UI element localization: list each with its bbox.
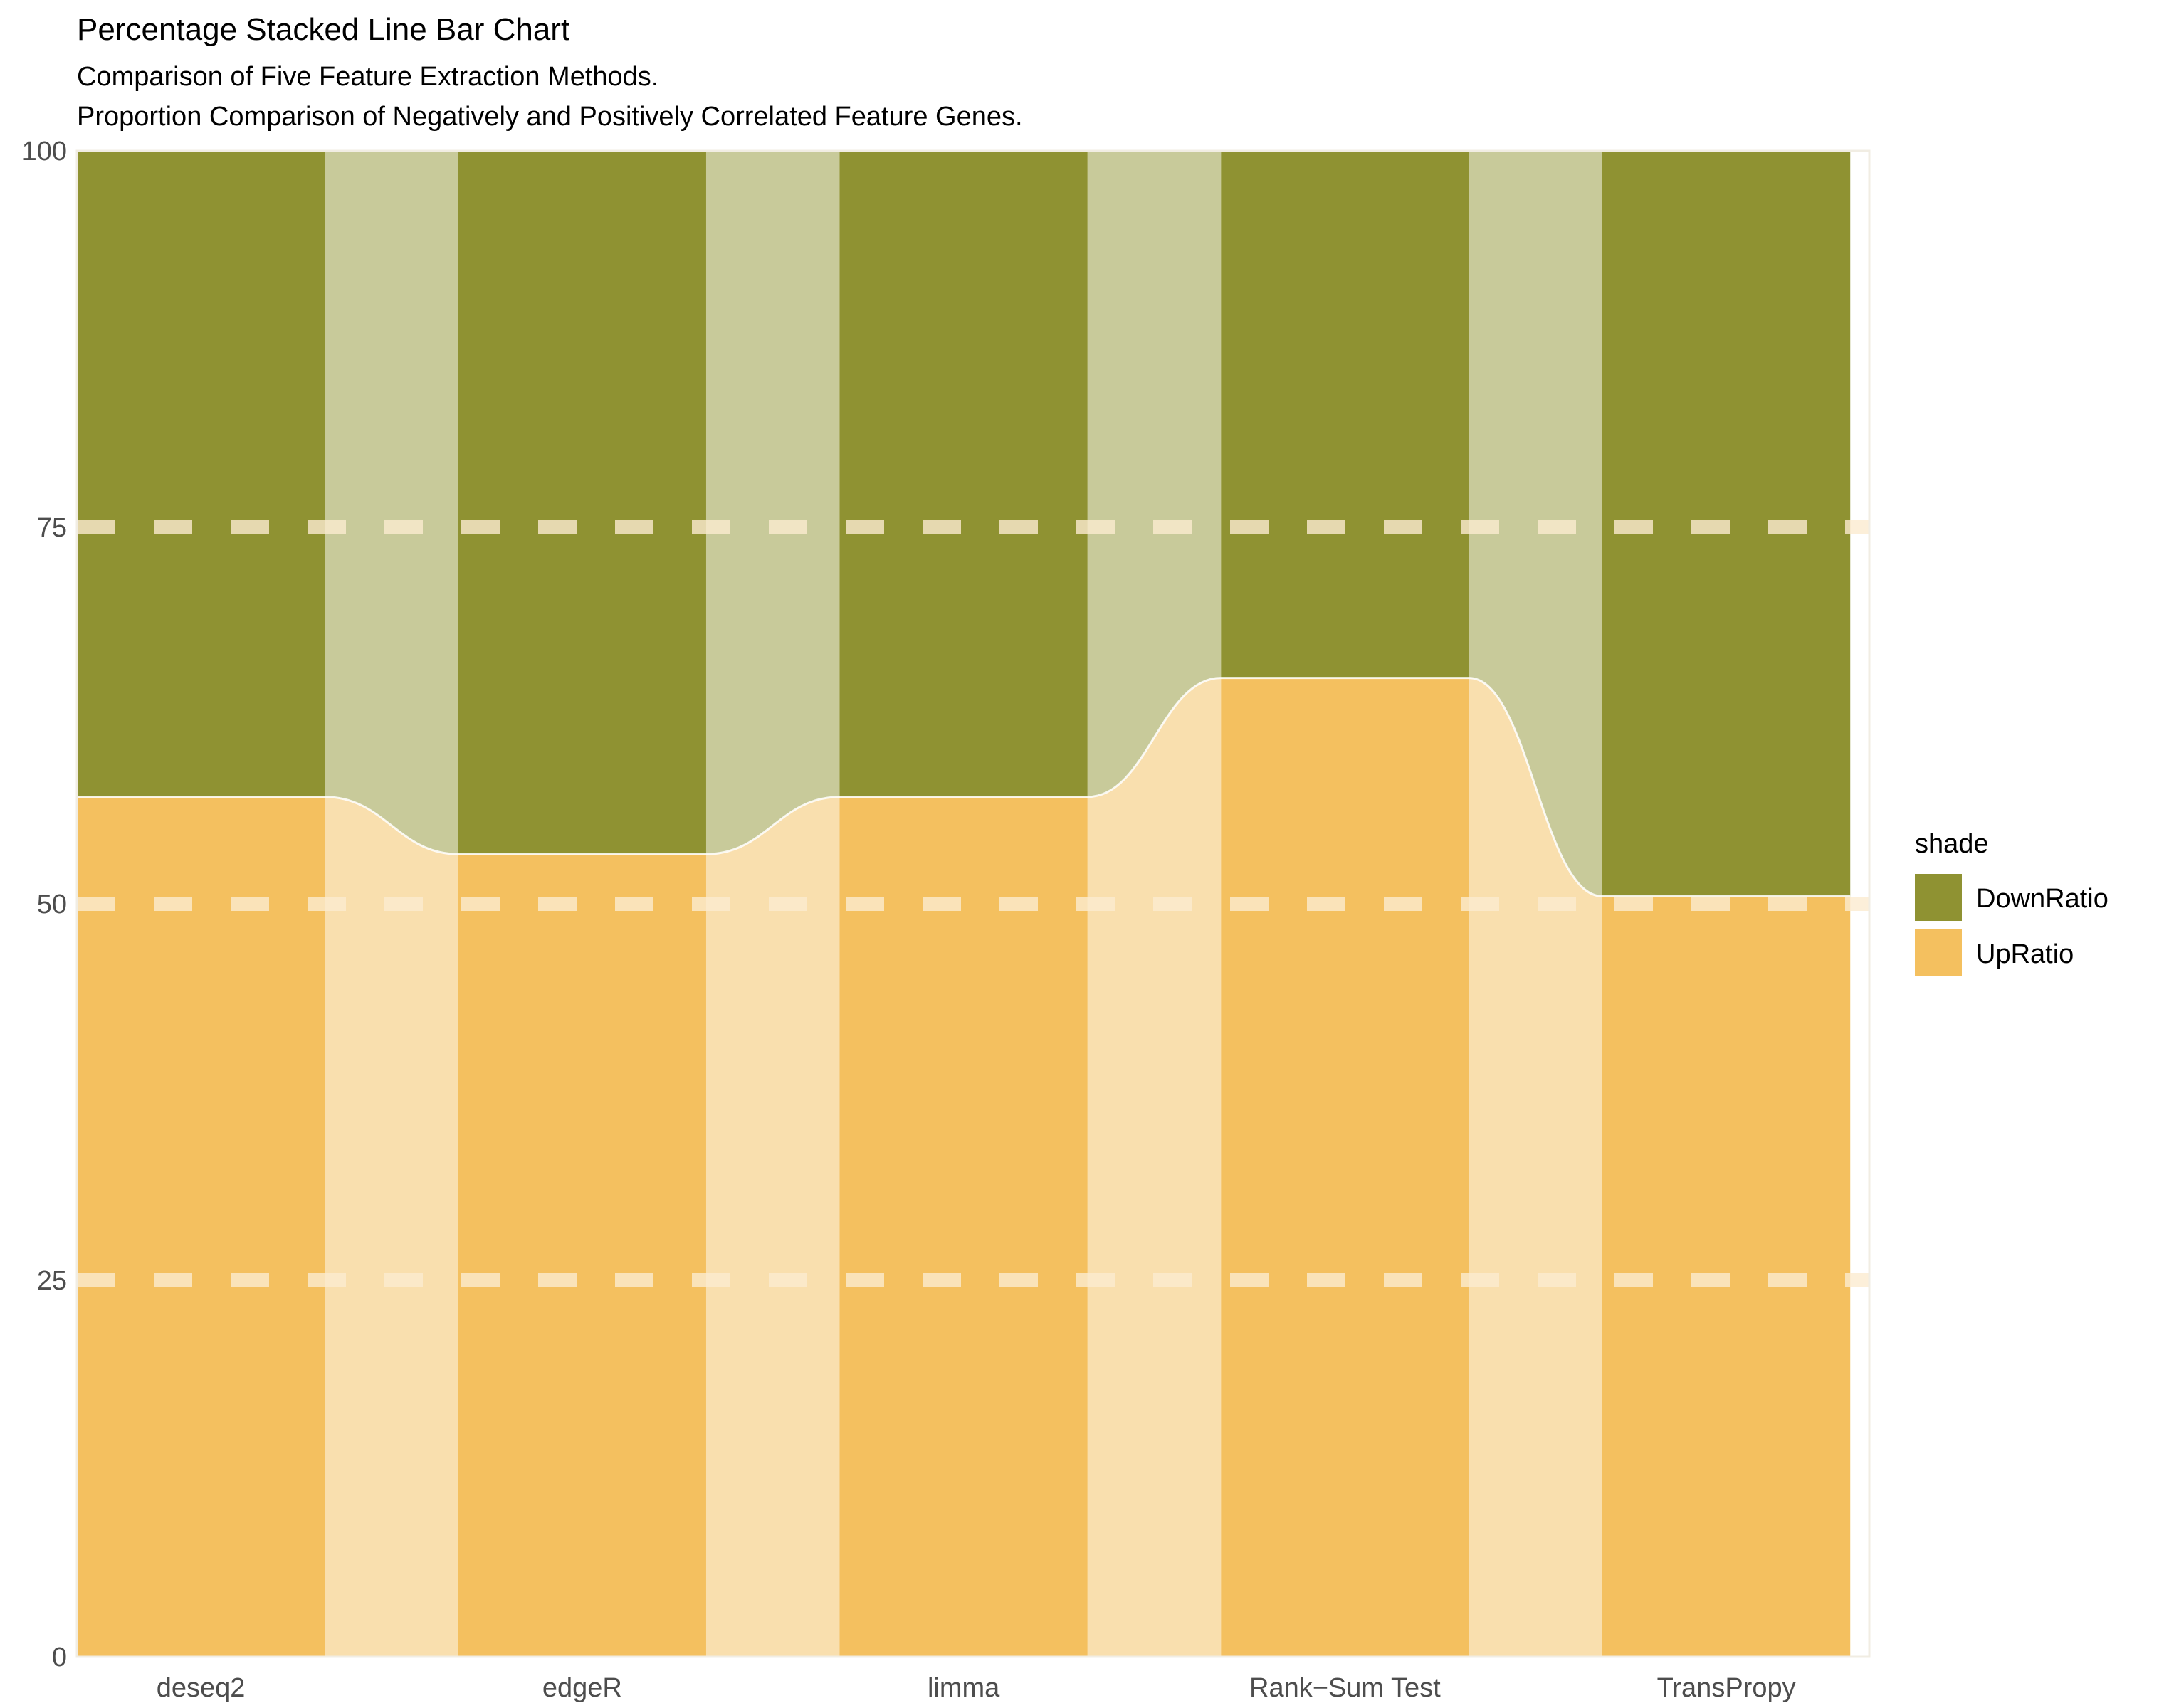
y-axis: 0 25 50 75 100 — [22, 137, 67, 1672]
connector-downratio-4 — [1469, 151, 1602, 897]
x-tick-label-limma: limma — [928, 1673, 1000, 1703]
connector-upratio-3 — [1087, 678, 1222, 1657]
connector-downratio-1 — [325, 151, 458, 855]
legend-label-upratio: UpRatio — [1976, 939, 2074, 969]
y-tick-label-0: 0 — [52, 1643, 67, 1672]
legend-title: shade — [1915, 829, 1989, 859]
upratio-boundary-line — [77, 677, 1851, 897]
x-tick-label-edger: edgeR — [542, 1673, 622, 1703]
y-tick-label-25: 25 — [37, 1266, 67, 1296]
connector-downratio-2 — [705, 151, 840, 855]
bar-upratio-limma — [839, 796, 1088, 1657]
bar-downratio-limma — [839, 151, 1088, 797]
chart-subtitle-line-1: Comparison of Five Feature Extraction Me… — [77, 62, 658, 92]
legend-key-upratio — [1915, 929, 1962, 976]
y-tick-label-50: 50 — [37, 890, 67, 919]
x-tick-label-transpropy: TransPropy — [1657, 1673, 1796, 1703]
connector-upratio-2 — [705, 796, 840, 1657]
legend-label-downratio: DownRatio — [1976, 884, 2108, 914]
plot-border — [75, 149, 1871, 1658]
x-axis: deseq2 edgeR limma Rank−Sum Test TransPropy — [157, 1673, 1796, 1703]
bar-upratio-deseq2 — [77, 796, 325, 1657]
chart-title: Percentage Stacked Line Bar Chart — [77, 12, 569, 47]
bar-downratio-rank-sum-test — [1221, 151, 1469, 678]
bar-upratio-rank-sum-test — [1221, 678, 1469, 1657]
legend: shade DownRatio UpRatio — [1915, 829, 2108, 976]
connector-upratio-1 — [325, 796, 458, 1657]
plot-area — [75, 149, 1871, 1658]
x-tick-label-rank-sum-test: Rank−Sum Test — [1249, 1673, 1441, 1703]
x-tick-label-deseq2: deseq2 — [157, 1673, 246, 1703]
legend-key-downratio — [1915, 874, 1962, 921]
y-tick-label-75: 75 — [37, 513, 67, 543]
bar-downratio-edger — [458, 151, 706, 855]
bar-downratio-deseq2 — [77, 151, 325, 797]
y-tick-label-100: 100 — [22, 137, 67, 167]
connector-downratio-3 — [1087, 151, 1222, 797]
bar-upratio-edger — [458, 854, 706, 1657]
chart-subtitle-line-2: Proportion Comparison of Negatively and … — [77, 102, 1023, 132]
connector-upratio-4 — [1469, 678, 1602, 1657]
